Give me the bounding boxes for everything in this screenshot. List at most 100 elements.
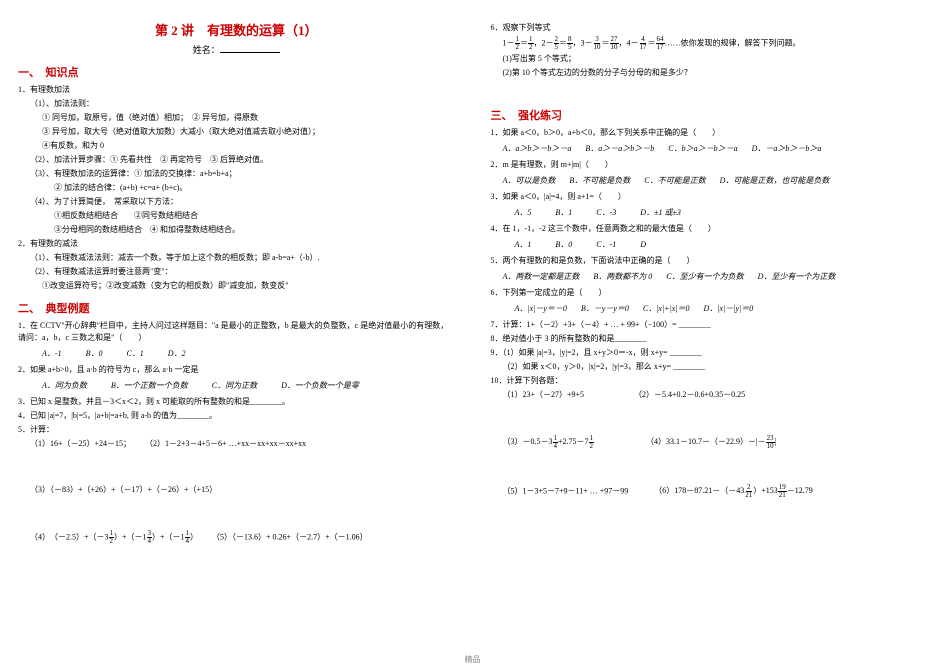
p3-a: A．5 xyxy=(515,207,532,219)
e5-4l-end: ） xyxy=(190,532,198,541)
p4-c: C．-1 xyxy=(596,239,616,251)
p6-opts: A．|x|－y＝－0 B．－y－y＝0 C．|x|+|x|＝0 D．|x|－|y… xyxy=(491,303,776,315)
gap-r3 xyxy=(491,452,928,482)
p5-c: C．至少有一个为负数 xyxy=(666,271,743,283)
p10-row2: （3）－0.5－314+2.75－712 （4）33.1－10.7－（－22.9… xyxy=(491,435,928,450)
p3-b: B．1 xyxy=(555,207,572,219)
e2-c: C．同为正数 xyxy=(212,380,257,392)
frac-19-21: 1921 xyxy=(778,484,787,499)
name-blank xyxy=(220,52,280,53)
k1-4: （4）、为了计算简便， 常采取以下方法： xyxy=(18,196,455,208)
e6-q1: (1)写出第 5 个等式； xyxy=(491,53,928,65)
p9-2: （2）如果 x＜0，y＞0，|x|=2，|y|=3，那么 x+y= ______… xyxy=(491,361,928,373)
section-1-head: 一、 知识点 xyxy=(18,64,455,80)
frac-1-2: 12 xyxy=(515,36,521,51)
p3-d: D．±1 或±3 xyxy=(640,207,681,219)
e5-4l-mid1: ）+（－1 xyxy=(114,532,147,541)
frac-2-21: 221 xyxy=(744,484,753,499)
lesson-title: 第 2 讲 有理数的运算（1） xyxy=(18,20,455,39)
k1-1c: ④有反数，和为 0 xyxy=(18,140,455,152)
name-label: 姓名： xyxy=(193,45,220,55)
p10-6: （6）178－87.21－（－43221）+1531921－12.79 xyxy=(654,486,813,495)
k1: 1．有理数加法 xyxy=(18,84,455,96)
p7: 7．计算：1+（－2）+3+（－4）+ … + 99+（−100）= _____… xyxy=(491,319,928,331)
e2-b: B．一个正数一个负数 xyxy=(111,380,188,392)
k1-4b: ③分母相同的数结相结合 ④ 和加得整数结相结合。 xyxy=(18,224,455,236)
k1-4a: ①相反数结相结合 ②同号数结相结合 xyxy=(18,210,455,222)
p8: 8．绝对值小于 3 的所有整数的和是________ xyxy=(491,333,928,345)
frac-1-4b: 14 xyxy=(553,435,559,450)
p2-d: D．可能是正数，也可能是负数 xyxy=(720,175,830,187)
k1-3: （3）、有理数加法的运算律：① 加法的交换律：a+b=b+a； xyxy=(18,168,455,180)
p5-opts: A．两数一定都是正数 B．两数都不为 0 C．至少有一个为负数 D．至少有一个为… xyxy=(491,271,858,283)
section-2-head: 二、 典型例题 xyxy=(18,300,455,316)
k1-1a: ① 同号加，取原号，值（绝对值）相加； ② 异号加，得原数 xyxy=(18,112,455,124)
gap-1 xyxy=(18,452,455,482)
e5-1: （1）16+（－25）+24－15； xyxy=(30,439,127,448)
k2-2a: ①改变运算符号；②改变减数（变为它的相反数）即"减变加，数变反" xyxy=(18,280,455,292)
p10-4: （4）33.1－10.7－（－22.9）－|－2310| xyxy=(646,437,776,446)
p1-opts: A．a＞b＞－b＞－a B．a＞－a＞b＞－b C．b＞a＞－b＞－a D．－a… xyxy=(491,143,844,155)
p5-b: B．两数都不为 0 xyxy=(593,271,652,283)
k1-1b: ③ 异号加，取大号（绝对值取大加数）大减小（取大绝对值减去取小绝对值）； xyxy=(18,126,455,138)
p4-b: B．0 xyxy=(555,239,572,251)
e1-a: A．-1 xyxy=(42,348,62,360)
p2: 2．m 是有理数，则 m+|m|（ ） xyxy=(491,159,928,171)
k1-2: （2）、加法计算步骤：① 先看共性 ② 再定符号 ③ 后算绝对值。 xyxy=(18,154,455,166)
e2-a: A．同为负数 xyxy=(42,380,87,392)
right-page: 6．观察下列等式 1－12＝12，2－25＝85，3－310＝2710，4－41… xyxy=(473,0,945,669)
e5: 5．计算： xyxy=(18,424,455,436)
e1: 1．在 CCTV"开心辞典"栏目中，主持人问过这样题目："a 是最小的正整数，b… xyxy=(18,320,455,344)
p10-3: （3）－0.5－314+2.75－712 xyxy=(503,437,595,446)
frac-27-10: 2710 xyxy=(610,36,619,51)
p10-row1: （1）23+（－27）+9+5 （2）－5.4+0.2－0.6+0.35－0.2… xyxy=(491,389,928,401)
p4-d: D xyxy=(640,239,646,251)
p3-opts: A．5 B．1 C．-3 D．±1 或±3 xyxy=(491,207,703,219)
section-3-head: 三、 强化练习 xyxy=(491,107,928,123)
p2-opts: A．可以是负数 B．不可能是负数 C．不可能是正数 D．可能是正数，也可能是负数 xyxy=(491,175,852,187)
e1-b: B．0 xyxy=(86,348,103,360)
p1-a: A．a＞b＞－b＞－a xyxy=(503,143,572,155)
p6-c: C．|x|+|x|＝0 xyxy=(643,303,690,315)
p10-2: （2）－5.4+0.2－0.6+0.35－0.25 xyxy=(634,390,745,399)
e5-3: （3）（－83）+（+26）+（－17）+（－26）+（+15） xyxy=(18,484,455,496)
e3: 3．已知 x 是整数，并且－3＜x＜2，则 x 可能取的所有整数的和是_____… xyxy=(18,396,455,408)
p2-b: B．不可能是负数 xyxy=(569,175,630,187)
frac-3-10: 310 xyxy=(593,36,602,51)
k1-3b: ② 加法的结合律：(a+b) +c=a+ (b+c)。 xyxy=(18,182,455,194)
p4: 4．在 1，-1，-2 这三个数中，任意两数之和的最大值是（ ） xyxy=(491,223,928,235)
gap-r2 xyxy=(491,403,928,433)
e2: 2．如果 a+b>0，且 a·b 的符号为 c，那么 a·b 一定是 xyxy=(18,364,455,376)
page-footer: 精品 xyxy=(0,654,945,665)
e6-row: 1－12＝12，2－25＝85，3－310＝2710，4－417＝6417……依… xyxy=(491,36,928,51)
p8-text: 8．绝对值小于 3 的所有整数的和是________ xyxy=(491,334,647,343)
p1: 1．如果 a＜0，b＞0，a+b＜0，那么下列关系中正确的是（ ） xyxy=(491,127,928,139)
frac-64-17: 6417 xyxy=(656,36,665,51)
e5-4l-pre: （4） （－2.5）+（－3 xyxy=(30,532,109,541)
gap-2 xyxy=(18,498,455,528)
k2-1: （1）、有理数减法法则：减去一个数，等于加上这个数的相反数；即 a-b=a+（-… xyxy=(18,252,455,264)
k1-1: （1）、加法法则： xyxy=(18,98,455,110)
p10: 10．计算下列各题： xyxy=(491,375,928,387)
e5-4r: （5）（－13.6）+ 0.26+（－2.7）+（－1.06） xyxy=(216,532,368,541)
p10-row3: （5）1－3+5－7+9－11+ … +97－99 （6）178－87.21－（… xyxy=(491,484,928,499)
p5-d: D．至少有一个为正数 xyxy=(758,271,836,283)
e6: 6．观察下列等式 xyxy=(491,22,928,34)
e1-c: C．1 xyxy=(126,348,143,360)
p6-d: D．|x|－|y|＝0 xyxy=(704,303,754,315)
e5-4l-mid2: ）+（－1 xyxy=(152,532,185,541)
k2-2: （2）、有理数减法运算时要注意两"变"： xyxy=(18,266,455,278)
p5-a: A．两数一定都是正数 xyxy=(503,271,580,283)
p10-1: （1）23+（－27）+9+5 xyxy=(503,390,585,399)
p4-a: A．1 xyxy=(515,239,532,251)
p6-a: A．|x|－y＝－0 xyxy=(515,303,567,315)
p1-c: C．b＞a＞－b＞－a xyxy=(668,143,737,155)
e1-opts: A．-1 B．0 C．1 D．2 xyxy=(18,348,208,360)
frac-1-2r: 12 xyxy=(528,36,534,51)
frac-2-5: 25 xyxy=(554,36,560,51)
frac-23-10: 2310 xyxy=(766,435,775,450)
p2-a: A．可以是负数 xyxy=(503,175,556,187)
p9-1: 9．（1）如果 |a|=3，|y|=2，且 x+y＞0＝-x，则 x+y= __… xyxy=(491,347,928,359)
p1-b: B．a＞－a＞b＞－b xyxy=(585,143,654,155)
e2-d: D．一个负数一个是零 xyxy=(281,380,359,392)
